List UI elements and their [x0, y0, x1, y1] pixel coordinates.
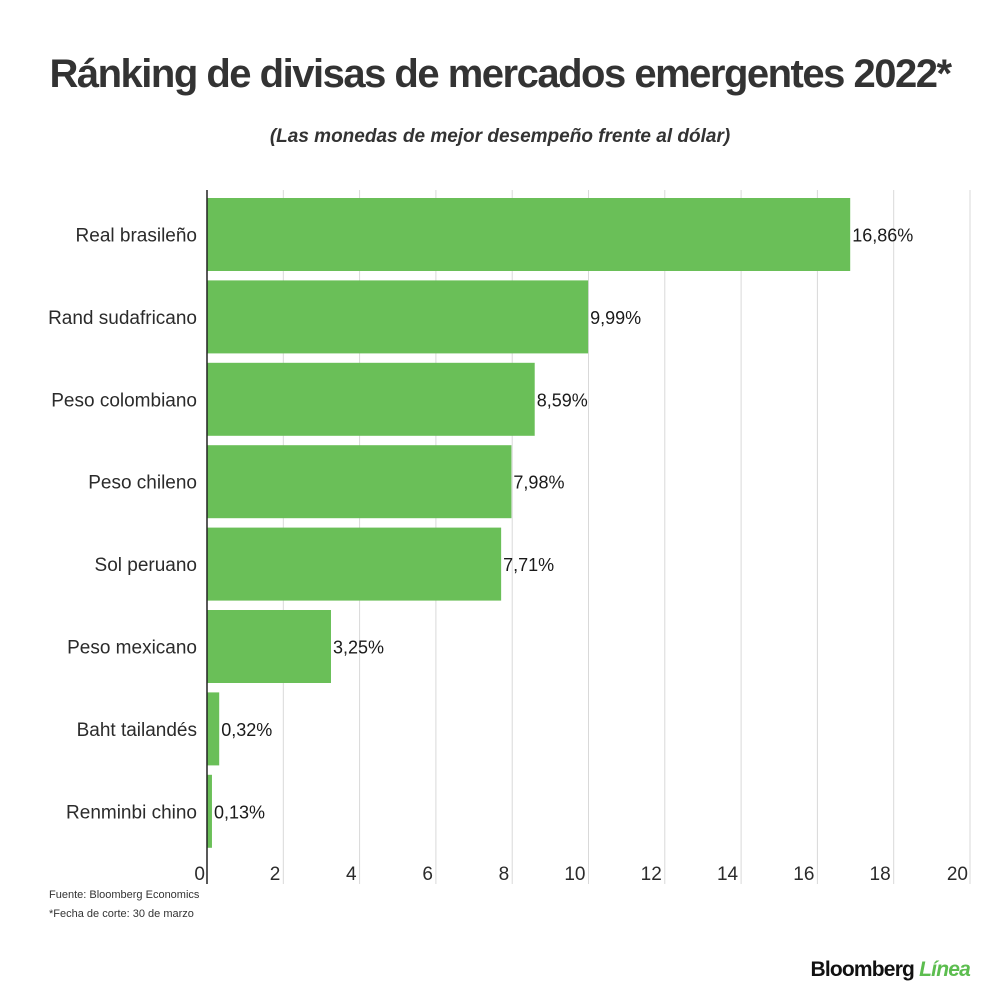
- category-label: Baht tailandés: [77, 720, 197, 741]
- cutoff-date-note: *Fecha de corte: 30 de marzo: [49, 908, 194, 920]
- bar: [207, 774, 212, 848]
- x-tick-label: 6: [422, 864, 433, 885]
- logo-bloomberg-text: Bloomberg: [810, 958, 915, 981]
- x-tick-label: 20: [947, 864, 968, 885]
- value-label: 7,98%: [513, 473, 564, 493]
- chart-title: Ránking de divisas de mercados emergente…: [49, 52, 952, 96]
- value-label: 9,99%: [590, 308, 641, 328]
- category-label: Peso colombiano: [51, 390, 197, 411]
- x-tick-label: 0: [194, 864, 205, 885]
- x-tick-label: 2: [270, 864, 281, 885]
- category-label: Real brasileño: [76, 226, 197, 247]
- bar: [207, 198, 851, 271]
- value-label: 7,71%: [503, 555, 554, 575]
- category-label: Renminbi chino: [66, 802, 197, 823]
- x-tick-label: 4: [346, 864, 357, 885]
- chart-subtitle: (Las monedas de mejor desempeño frente a…: [269, 126, 731, 147]
- category-label: Peso mexicano: [67, 638, 197, 659]
- x-tick-label: 14: [717, 864, 739, 885]
- x-tick-label: 12: [641, 864, 662, 885]
- value-label: 16,86%: [852, 226, 913, 246]
- bar: [207, 280, 589, 354]
- bar: [207, 362, 535, 436]
- bar: [207, 692, 220, 766]
- value-labels: 16,86% 9,99% 8,59% 7,98% 7,71% 3,25% 0,32% 0,13…: [214, 226, 913, 823]
- value-label: 0,13%: [214, 802, 265, 822]
- bars: [207, 198, 851, 848]
- x-tick-label: 8: [499, 864, 510, 885]
- value-label: 0,32%: [221, 720, 272, 740]
- x-tick-label: 18: [870, 864, 891, 885]
- x-tick-label: 16: [793, 864, 814, 885]
- bar: [207, 527, 502, 601]
- value-label: 8,59%: [537, 390, 588, 410]
- category-label: Rand sudafricano: [48, 308, 197, 329]
- x-axis-tick-labels: 0 2 4 6 8 10 12 14 16 18 20: [194, 864, 968, 885]
- logo-linea-text: Línea: [919, 958, 971, 981]
- category-label: Sol peruano: [95, 555, 197, 576]
- bar: [207, 610, 331, 683]
- source-note: Fuente: Bloomberg Economics: [49, 889, 200, 901]
- bloomberg-linea-logo: Bloomberg Línea: [810, 958, 970, 982]
- value-label: 3,25%: [333, 638, 384, 658]
- x-tick-label: 10: [564, 864, 585, 885]
- category-label: Peso chileno: [88, 473, 197, 494]
- bar: [207, 445, 512, 519]
- category-labels: Real brasileño Rand sudafricano Peso colom…: [48, 226, 197, 824]
